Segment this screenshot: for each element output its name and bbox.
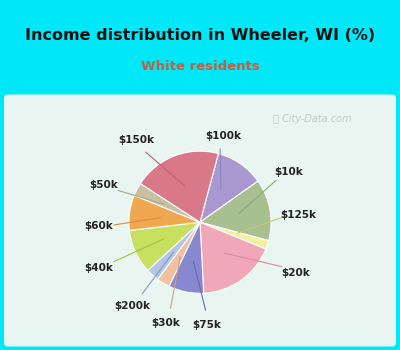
Wedge shape: [200, 222, 266, 293]
Text: $50k: $50k: [90, 180, 118, 190]
Wedge shape: [129, 222, 200, 270]
Text: $20k: $20k: [282, 268, 310, 279]
Wedge shape: [129, 195, 200, 230]
Text: $150k: $150k: [118, 135, 154, 146]
Text: $100k: $100k: [205, 131, 241, 140]
Text: $75k: $75k: [193, 320, 222, 330]
Text: $10k: $10k: [274, 168, 303, 177]
Text: Income distribution in Wheeler, WI (%): Income distribution in Wheeler, WI (%): [25, 28, 375, 42]
Wedge shape: [148, 222, 200, 279]
Text: White residents: White residents: [141, 60, 259, 73]
Text: $200k: $200k: [114, 301, 150, 311]
Text: $125k: $125k: [280, 210, 316, 220]
Text: $60k: $60k: [85, 221, 114, 231]
Text: ⓘ City-Data.com: ⓘ City-Data.com: [273, 114, 351, 124]
Wedge shape: [134, 183, 200, 222]
Wedge shape: [200, 181, 271, 241]
Text: $30k: $30k: [152, 318, 180, 328]
FancyBboxPatch shape: [4, 94, 396, 346]
Wedge shape: [200, 154, 258, 222]
Text: $40k: $40k: [85, 264, 114, 273]
Wedge shape: [169, 222, 204, 293]
Wedge shape: [158, 222, 200, 286]
Wedge shape: [200, 222, 269, 249]
Wedge shape: [140, 151, 218, 222]
